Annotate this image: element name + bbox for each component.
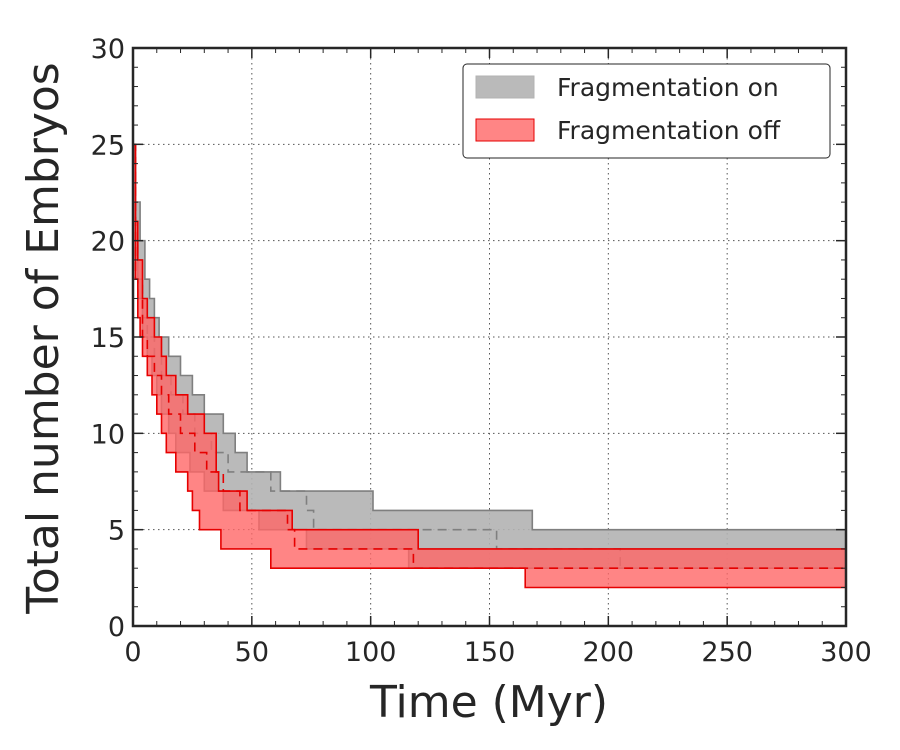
legend-swatch-fragmentation-on bbox=[475, 75, 535, 99]
y-tick-label: 20 bbox=[91, 227, 125, 258]
legend-label-fragmentation-off: Fragmentation off bbox=[557, 116, 781, 145]
x-tick-label: 200 bbox=[583, 637, 635, 668]
y-tick-label: 30 bbox=[91, 34, 125, 65]
median-line-fragmentation-off bbox=[133, 143, 846, 569]
y-tick-label: 5 bbox=[108, 516, 125, 547]
x-tick-label: 150 bbox=[464, 637, 516, 668]
y-tick-label: 10 bbox=[91, 419, 125, 450]
data-layer bbox=[133, 143, 846, 589]
tick-label-layer: 0 50 100 150 200 250 300 0 5 10 15 20 25 30 bbox=[91, 34, 872, 668]
legend-swatch-fragmentation-off bbox=[475, 118, 535, 142]
lower-line-fragmentation-off bbox=[133, 143, 846, 589]
x-tick-label: 100 bbox=[345, 637, 397, 668]
y-tick-label: 15 bbox=[91, 323, 125, 354]
y-axis-title: Total number of Embryos bbox=[18, 62, 69, 614]
plot-frame bbox=[131, 46, 848, 628]
legend-label-fragmentation-on: Fragmentation on bbox=[557, 73, 779, 102]
x-axis-title: Time (Myr) bbox=[369, 677, 608, 728]
x-tick-label: 250 bbox=[701, 637, 753, 668]
x-tick-label: 0 bbox=[124, 637, 141, 668]
y-tick-label: 25 bbox=[91, 130, 125, 161]
y-tick-label: 0 bbox=[108, 612, 125, 643]
upper-line-fragmentation-on bbox=[133, 143, 846, 531]
upper-line-fragmentation-off bbox=[133, 143, 846, 550]
legend-frame bbox=[462, 63, 831, 159]
legend: Fragmentation on Fragmentation off bbox=[462, 63, 831, 159]
x-tick-label: 300 bbox=[820, 637, 872, 668]
x-tick-label: 50 bbox=[235, 637, 269, 668]
